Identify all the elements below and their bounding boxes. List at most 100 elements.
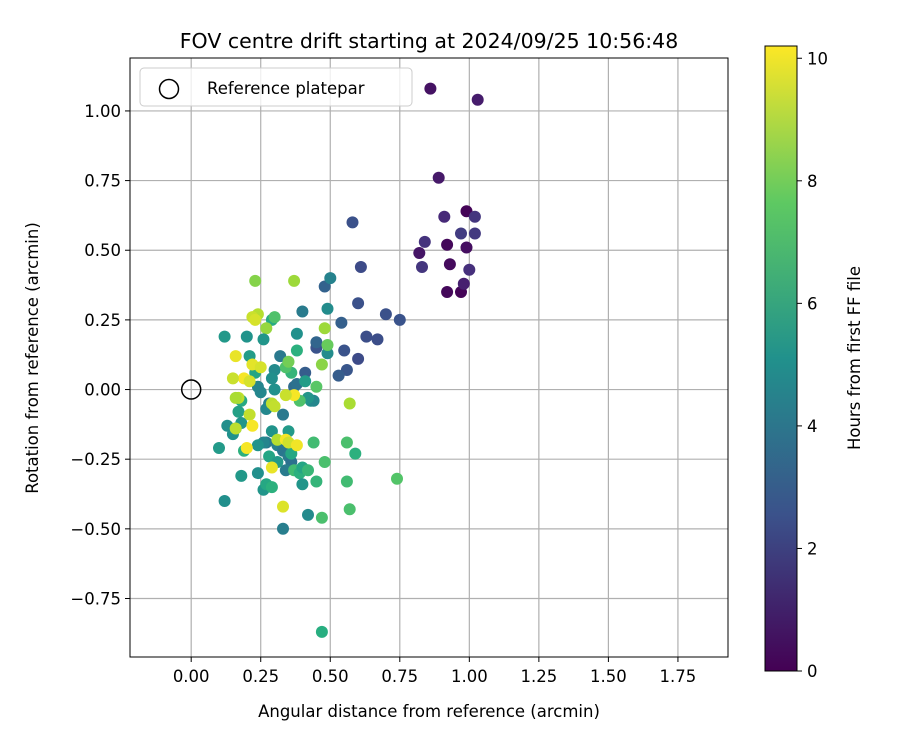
- x-tick-label: 1.25: [520, 667, 557, 686]
- data-point: [340, 436, 353, 449]
- x-tick-label: 0.00: [173, 667, 210, 686]
- data-point: [302, 464, 314, 477]
- data-point: [354, 261, 367, 273]
- data-point: [321, 339, 334, 351]
- data-point: [321, 347, 334, 360]
- data-point: [265, 481, 278, 494]
- x-tick-label: 0.50: [312, 667, 349, 686]
- data-point: [349, 447, 362, 460]
- data-point: [455, 227, 467, 240]
- x-axis-ticks: 0.00 0.25 0.50 0.75 1.00 1.25 1.50 1.75: [173, 657, 696, 686]
- y-tick-label: 0.25: [84, 311, 121, 330]
- data-point: [271, 433, 284, 446]
- data-point: [299, 375, 312, 388]
- data-point: [277, 522, 289, 535]
- data-point: [299, 366, 312, 379]
- data-point: [318, 456, 331, 468]
- data-point: [443, 258, 456, 271]
- data-point: [249, 274, 262, 287]
- data-point: [338, 344, 351, 357]
- chart-title: FOV centre drift starting at 2024/09/25 …: [180, 29, 679, 53]
- x-tick-label: 1.50: [590, 667, 627, 686]
- grid-lines: [130, 58, 728, 657]
- data-point: [424, 82, 437, 95]
- data-point: [468, 210, 481, 223]
- data-point: [310, 475, 323, 488]
- data-point: [288, 389, 301, 402]
- y-tick-label: −0.75: [70, 589, 121, 608]
- data-point: [379, 308, 392, 321]
- data-point: [457, 277, 470, 290]
- colorbar-tick-label: 4: [807, 417, 818, 436]
- data-point: [218, 330, 231, 343]
- data-point: [371, 333, 384, 346]
- y-tick-label: −0.50: [70, 520, 121, 539]
- data-point: [268, 311, 281, 324]
- colorbar-tick-label: 0: [807, 662, 818, 681]
- colorbar-tick-label: 8: [807, 172, 818, 191]
- data-point: [279, 389, 292, 402]
- data-point: [282, 355, 295, 368]
- data-point: [218, 495, 231, 507]
- data-point: [393, 313, 406, 326]
- data-point: [235, 469, 248, 482]
- data-point: [277, 500, 289, 513]
- colorbar-ticks: 0 2 4 6 8 10: [797, 49, 828, 681]
- colorbar-frame: [764, 45, 798, 672]
- data-point: [315, 625, 328, 638]
- data-point: [468, 227, 481, 240]
- data-point: [229, 391, 242, 404]
- data-point: [360, 330, 373, 343]
- data-point: [302, 508, 314, 521]
- data-point: [265, 461, 278, 474]
- data-point: [246, 419, 259, 432]
- data-point: [290, 327, 303, 340]
- data-point: [251, 467, 264, 480]
- data-point: [288, 274, 301, 287]
- data-point: [315, 511, 328, 524]
- data-point: [296, 305, 309, 318]
- data-point: [413, 247, 426, 259]
- data-point: [307, 436, 320, 449]
- data-point: [268, 400, 281, 413]
- data-point: [232, 405, 245, 418]
- data-point: [310, 380, 323, 393]
- data-point: [251, 439, 264, 452]
- data-point: [346, 216, 359, 229]
- data-point: [343, 503, 356, 516]
- y-tick-label: −0.25: [70, 450, 121, 469]
- legend-entry-reference: Reference platepar: [207, 79, 365, 98]
- colorbar-tick-label: 2: [807, 539, 818, 558]
- x-axis-label: Angular distance from reference (arcmin): [258, 702, 600, 721]
- data-point: [296, 478, 309, 491]
- data-points: [213, 82, 484, 638]
- data-point: [352, 297, 365, 310]
- data-point: [213, 442, 225, 454]
- colorbar-tick-label: 10: [807, 49, 828, 68]
- colorbar-label: Hours from first FF file: [845, 266, 864, 450]
- data-point: [438, 210, 451, 223]
- data-point: [471, 93, 484, 106]
- data-point: [318, 322, 331, 335]
- x-tick-label: 0.25: [242, 667, 279, 686]
- y-tick-label: 0.50: [84, 241, 121, 260]
- data-point: [226, 372, 239, 385]
- data-point: [249, 313, 262, 326]
- data-point: [243, 375, 256, 388]
- data-point: [290, 439, 303, 452]
- colorbar-tick-label: 6: [807, 294, 818, 313]
- data-point: [418, 235, 431, 248]
- data-point: [229, 350, 242, 363]
- data-point: [416, 261, 428, 273]
- data-point: [240, 330, 253, 343]
- x-tick-label: 1.00: [451, 667, 488, 686]
- data-point: [268, 383, 281, 396]
- plot-area: [130, 58, 728, 657]
- x-tick-label: 0.75: [381, 667, 418, 686]
- legend-reference-marker: [158, 78, 180, 100]
- legend: Reference platepar: [139, 67, 413, 107]
- y-tick-label: 0.75: [84, 172, 121, 191]
- data-point: [310, 336, 323, 349]
- data-point: [441, 238, 454, 251]
